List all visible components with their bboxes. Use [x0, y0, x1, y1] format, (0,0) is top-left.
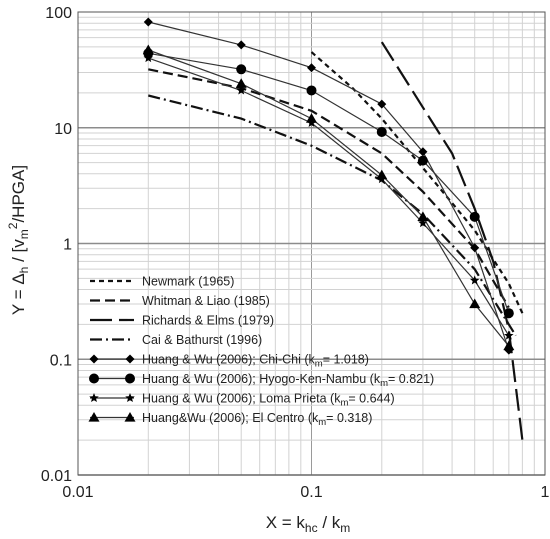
data-point-star	[418, 218, 428, 228]
data-point-triangle	[124, 412, 136, 422]
data-point-circle	[417, 155, 428, 166]
legend-label: Huang&Wu (2006); El Centro (km= 0.318)	[142, 411, 372, 428]
legend-item: Newmark (1965)	[90, 275, 234, 289]
data-point-diamond	[236, 40, 246, 50]
series-layer	[142, 17, 524, 441]
legend-item: Whitman & Liao (1985)	[90, 294, 270, 308]
legend-label: Huang & Wu (2006); Hyogo-Ken-Nambu (km= …	[142, 372, 434, 389]
y-axis-title-sup: 2	[6, 222, 20, 229]
data-point-circle	[469, 211, 480, 222]
data-point-circle	[236, 64, 247, 75]
data-point-triangle	[88, 412, 100, 422]
legend-label-sub: m	[340, 398, 348, 409]
data-point-triangle	[306, 113, 317, 123]
data-point-star	[469, 275, 480, 285]
y-tick-label: 0.01	[41, 468, 72, 485]
legend-item: Huang & Wu (2006); Loma Prieta (km= 0.64…	[89, 392, 395, 409]
tick-labels: 0.01 0.1 1 0.01 0.1 1 10 100	[41, 5, 550, 501]
data-point-circle	[376, 126, 387, 137]
legend-label-main: Newmark (1965)	[142, 275, 234, 289]
legend: Newmark (1965) Whitman & Liao (1985) Richa…	[88, 275, 434, 428]
plot-frame	[77, 11, 546, 476]
legend-label-main: Cai & Bathurst (1996)	[142, 333, 262, 347]
legend-label-sub: m	[318, 417, 326, 428]
y-axis-title: Y = Δh / [vm2/HPGA]	[6, 165, 31, 315]
series-line	[380, 41, 524, 441]
data-point-triangle	[469, 298, 481, 309]
y-axis-title-p2: / [v	[9, 239, 28, 267]
legend-label: Whitman & Liao (1985)	[142, 294, 270, 308]
legend-item: Richards & Elms (1979)	[90, 314, 274, 328]
x-axis-title: X = khc / km	[266, 513, 351, 535]
y-axis-title-p1: Y = Δ	[9, 273, 28, 315]
data-point-circle	[503, 308, 514, 319]
data-point-diamond	[143, 17, 153, 27]
x-tick-label: 0.01	[62, 484, 93, 501]
data-point-star	[236, 85, 246, 95]
data-point-triangle	[503, 340, 515, 351]
legend-label-tail: = 0.821)	[388, 372, 434, 386]
legend-label: Richards & Elms (1979)	[142, 314, 274, 328]
data-point-diamond	[418, 147, 428, 157]
data-point-circle	[89, 373, 99, 384]
data-point-diamond	[307, 63, 316, 73]
legend-label: Newmark (1965)	[142, 275, 234, 289]
legend-label-main: Huang&Wu (2006); El Centro (k	[142, 411, 319, 425]
series-line	[310, 51, 524, 314]
legend-label-sub: m	[380, 378, 388, 389]
x-axis-title-sub2: m	[340, 521, 350, 535]
legend-label-main: Huang & Wu (2006); Loma Prieta (k	[142, 392, 341, 406]
data-point-star	[125, 393, 135, 403]
y-tick-label: 0.1	[50, 352, 72, 369]
legend-label-main: Huang & Wu (2006); Hyogo-Ken-Nambu (k	[142, 372, 381, 386]
legend-label-main: Huang & Wu (2006); Chi-Chi (k	[142, 353, 316, 367]
series-1	[310, 51, 524, 314]
series-3	[380, 41, 524, 441]
data-point-triangle	[417, 211, 429, 221]
legend-item: Huang & Wu (2006); Chi-Chi (km= 1.018)	[89, 353, 369, 370]
legend-label-main: Whitman & Liao (1985)	[142, 294, 270, 308]
legend-label-tail: = 0.318)	[326, 411, 372, 425]
x-axis-title-main: X = k	[266, 513, 306, 532]
legend-label-tail: = 1.018)	[323, 353, 369, 367]
data-point-star	[89, 393, 99, 403]
legend-item: Cai & Bathurst (1996)	[90, 333, 262, 347]
data-point-triangle	[142, 44, 154, 55]
data-point-star	[504, 330, 514, 340]
y-axis-title-s1: h	[17, 267, 31, 274]
x-tick-label: 1	[541, 484, 550, 501]
data-point-diamond	[89, 354, 99, 364]
y-axis-title-p3: /HPGA]	[9, 165, 28, 223]
data-point-diamond	[470, 243, 480, 253]
data-point-triangle	[376, 169, 388, 180]
x-axis-title-mid: / k	[318, 513, 341, 532]
legend-label-tail: = 0.644)	[348, 392, 394, 406]
x-tick-label: 0.1	[300, 484, 322, 501]
legend-item: Huang & Wu (2006); Hyogo-Ken-Nambu (km= …	[89, 372, 434, 389]
data-point-diamond	[377, 99, 387, 109]
x-axis-title-sub: hc	[305, 521, 318, 535]
legend-label-main: Richards & Elms (1979)	[142, 314, 274, 328]
data-point-star	[143, 53, 154, 63]
y-tick-label: 10	[54, 121, 72, 138]
legend-label: Huang & Wu (2006); Loma Prieta (km= 0.64…	[142, 392, 395, 409]
data-point-circle	[125, 373, 135, 384]
legend-item: Huang&Wu (2006); El Centro (km= 0.318)	[88, 411, 372, 428]
legend-label-sub: m	[315, 359, 323, 370]
legend-label: Huang & Wu (2006); Chi-Chi (km= 1.018)	[142, 353, 369, 370]
y-tick-label: 100	[45, 5, 72, 22]
data-point-diamond	[125, 354, 135, 364]
series-8	[142, 44, 515, 351]
legend-label: Cai & Bathurst (1996)	[142, 333, 262, 347]
y-axis-title-s2: m	[17, 229, 31, 239]
data-point-circle	[306, 85, 317, 96]
y-tick-label: 1	[63, 237, 72, 254]
data-point-triangle	[235, 78, 247, 88]
